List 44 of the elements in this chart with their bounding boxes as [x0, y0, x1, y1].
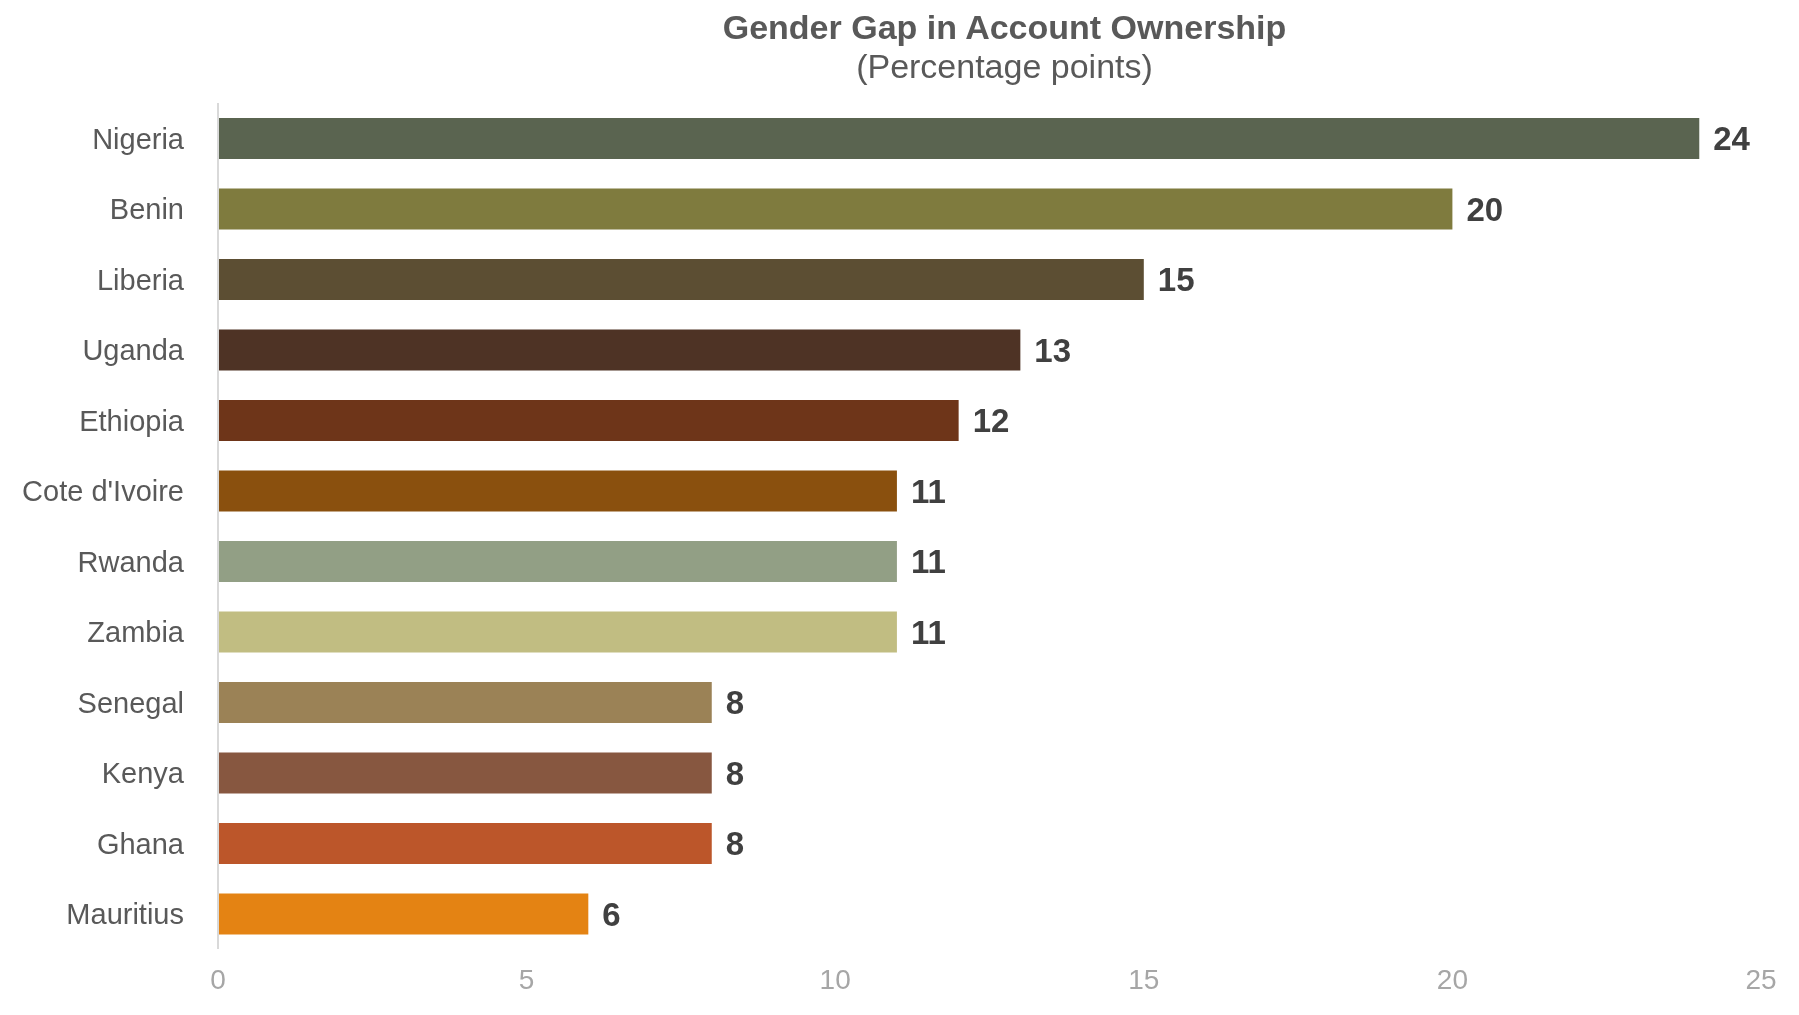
x-tick-label: 0 — [210, 963, 226, 995]
data-label: 13 — [1034, 331, 1072, 369]
y-tick-label: Kenya — [101, 757, 185, 790]
bar — [218, 400, 959, 441]
bar — [218, 329, 1021, 371]
data-label: 8 — [725, 684, 745, 722]
data-label: 8 — [725, 825, 745, 863]
y-tick-label: Zambia — [87, 616, 185, 649]
data-label: 11 — [910, 543, 946, 581]
data-label: 11 — [910, 472, 946, 510]
y-tick-label: Mauritius — [66, 898, 184, 931]
chart-title: Gender Gap in Account Ownership — [721, 8, 1288, 47]
y-tick-label: Rwanda — [77, 545, 185, 578]
x-tick-label: 5 — [518, 963, 535, 995]
data-label: 24 — [1713, 120, 1751, 158]
bar — [218, 611, 897, 653]
y-tick-label: Ethiopia — [79, 404, 185, 437]
y-tick-label: Senegal — [77, 686, 184, 719]
bar — [218, 823, 712, 864]
data-label: 6 — [602, 895, 621, 933]
chart-subtitle: (Percentage points) — [855, 47, 1154, 86]
bar — [218, 118, 1700, 159]
bar — [218, 682, 712, 723]
y-tick-label: Cote d'Ivoire — [22, 475, 184, 508]
data-label: 8 — [725, 754, 745, 792]
data-label: 20 — [1466, 190, 1504, 228]
y-tick-label: Uganda — [82, 334, 185, 367]
data-label: 12 — [972, 402, 1010, 440]
bar — [218, 188, 1453, 230]
data-label: 11 — [910, 613, 946, 651]
data-label: 15 — [1157, 261, 1195, 299]
y-tick-label: Nigeria — [92, 122, 185, 155]
bar — [218, 752, 712, 794]
bar — [218, 541, 897, 582]
bar — [218, 259, 1144, 300]
y-tick-label: Benin — [109, 193, 184, 226]
x-tick-label: 10 — [819, 963, 851, 995]
bar — [218, 470, 897, 512]
bar — [218, 893, 589, 935]
y-tick-label: Liberia — [96, 263, 185, 296]
y-tick-label: Ghana — [96, 827, 185, 860]
x-tick-label: 15 — [1128, 963, 1160, 995]
x-tick-label: 20 — [1436, 963, 1468, 995]
x-tick-label: 25 — [1745, 963, 1777, 995]
